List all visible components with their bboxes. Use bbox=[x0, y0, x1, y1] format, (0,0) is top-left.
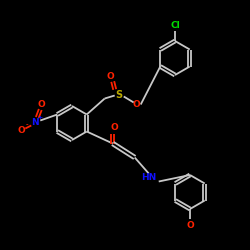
Text: S: S bbox=[115, 90, 122, 100]
Text: O: O bbox=[186, 220, 194, 230]
Text: O: O bbox=[18, 126, 25, 135]
Text: O: O bbox=[107, 72, 114, 81]
Text: O: O bbox=[111, 123, 118, 132]
Text: -: - bbox=[26, 122, 29, 127]
Text: Cl: Cl bbox=[170, 20, 180, 30]
Text: +: + bbox=[38, 115, 43, 120]
Text: O: O bbox=[133, 100, 140, 109]
Text: HN: HN bbox=[141, 173, 156, 182]
Text: N: N bbox=[32, 118, 39, 127]
Text: O: O bbox=[38, 100, 45, 109]
